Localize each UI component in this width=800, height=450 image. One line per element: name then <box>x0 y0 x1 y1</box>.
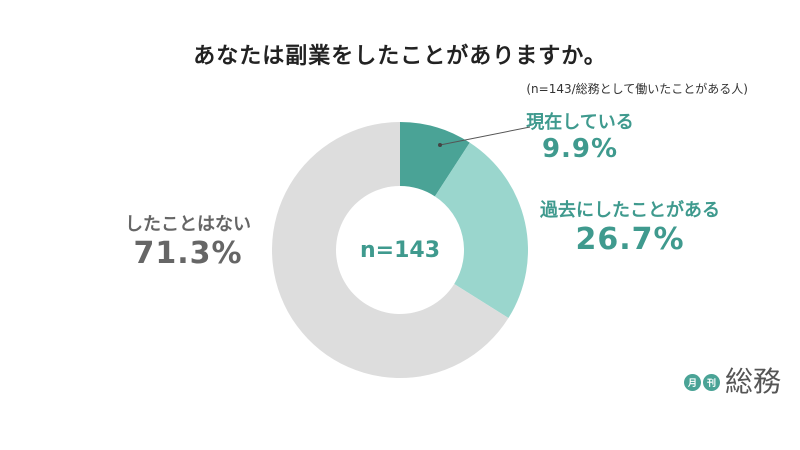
slice-value-never: 71.3% <box>133 236 243 271</box>
logo-mark-1: 月 <box>684 373 701 391</box>
slice-name-never: したことはない <box>125 214 251 235</box>
slice-past <box>434 142 528 319</box>
slice-name-past: 過去にしたことがある <box>540 200 720 221</box>
gekkan-soumu-logo: 月 刊 総務 <box>684 368 781 396</box>
slice-label-past: 過去にしたことがある 26.7% <box>510 196 750 257</box>
slice-never <box>271 122 509 378</box>
slice-label-never: したことはない 71.3% <box>108 210 268 271</box>
logo-wordmark: 総務 <box>725 365 782 398</box>
leader-dot-current <box>438 143 442 147</box>
chart-title: あなたは副業をしたことがありますか。 <box>193 44 607 69</box>
slice-current <box>400 122 470 197</box>
slice-value-past: 26.7% <box>575 222 685 257</box>
center-label: n=143 <box>359 238 441 263</box>
donut-slices <box>271 122 528 378</box>
logo-mark-2: 刊 <box>703 373 720 391</box>
leader-line-current <box>439 126 531 146</box>
slice-name-current: 現在している <box>526 112 634 133</box>
slice-label-current: 現在している 9.9% <box>520 108 640 164</box>
chart-subtitle: (n=143/総務として働いたことがある人) <box>526 82 748 96</box>
slice-value-current: 9.9% <box>541 134 619 164</box>
